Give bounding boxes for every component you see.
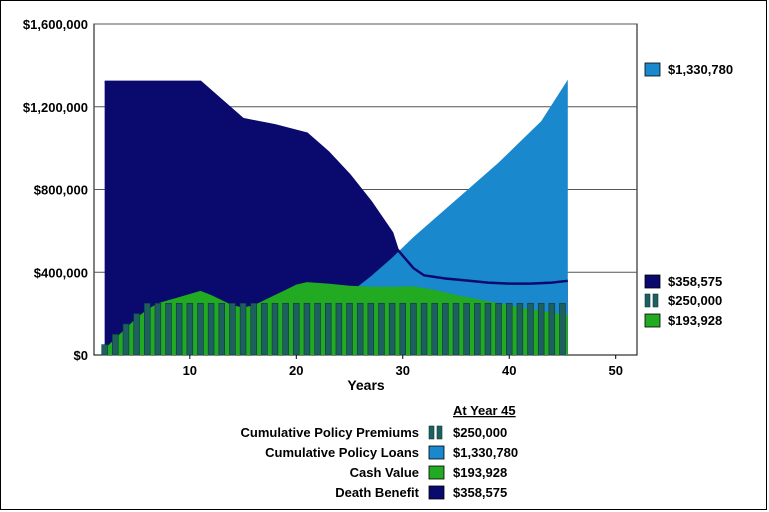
summary-swatch-premiums [428,425,443,440]
premium-bar-year-17 [261,302,268,356]
premium-bar-year-29 [388,302,396,356]
premium-bar-year-14 [229,302,236,356]
premium-bar-year-5 [133,313,140,356]
x-tick-label-2: 30 [396,363,410,378]
premium-bar-year-2 [101,344,108,356]
legend-value-premiums: $250,000 [668,293,722,308]
summary-value-policy-loans: $1,330,780 [453,445,518,460]
premium-bar-year-12 [207,302,215,356]
summary-label-premiums: Cumulative Policy Premiums [241,425,419,440]
summary-value-death-benefit: $358,575 [453,485,507,500]
legend-value-death-benefit: $358,575 [668,274,722,289]
axis-layer: $0 $400,000 $800,000 $1,200,000 $1,600,000 10… [23,17,623,378]
premium-bar-year-16 [250,302,257,356]
legend-swatch-policy-loans [644,62,661,77]
summary-value-cash-value: $193,928 [453,465,507,480]
premium-bar-year-8 [165,302,172,356]
premium-bar-year-39 [495,302,502,356]
premium-bar-year-20 [293,302,300,356]
summary-label-cash-value: Cash Value [350,465,419,480]
premium-bar-year-28 [378,302,385,356]
legend-swatch-cash-value [644,313,661,328]
legend-value-policy-loans: $1,330,780 [668,62,733,77]
legend-value-cash-value: $193,928 [668,313,722,328]
premium-bar-year-35 [452,302,460,356]
premium-bar-year-44 [548,302,556,356]
premium-bar-year-9 [175,302,183,356]
premium-bar-year-6 [144,302,151,356]
summary-swatch-policy-loans [428,445,445,460]
premium-bar-year-11 [197,302,204,356]
premium-bar-year-45 [559,302,566,356]
death-benefit-line [104,80,568,285]
premium-bar-year-41 [516,302,524,356]
premium-bar-year-18 [271,302,279,356]
legend-swatch-premiums [644,293,659,308]
premium-bar-year-37 [474,302,481,356]
premium-bar-year-10 [186,302,194,356]
summary-swatch-death-benefit [428,485,445,500]
x-tick-label-4: 50 [608,363,622,378]
summary-header: At Year 45 [453,403,516,418]
premium-bar-year-21 [303,302,311,356]
premium-bar-year-13 [218,302,225,356]
summary-swatch-cash-value [428,465,445,480]
premium-bar-year-19 [282,302,289,356]
premium-bar-year-40 [506,302,513,356]
premium-bar-year-23 [325,302,332,356]
premium-bar-year-34 [442,302,449,356]
series-layer [101,79,568,356]
premium-bar-year-3 [112,334,119,356]
premium-bar-year-26 [356,302,364,356]
premium-bar-year-30 [399,302,406,356]
x-tick-label-3: 40 [502,363,516,378]
y-tick-label-3: $1,200,000 [23,100,88,115]
premium-bar-year-22 [314,302,321,356]
premium-bar-year-7 [154,302,162,356]
premium-bar-year-32 [420,302,428,356]
x-tick-label-1: 20 [289,363,303,378]
x-axis-label: Years [347,377,385,393]
premium-bar-year-31 [410,302,417,356]
premium-bar-year-42 [527,302,534,356]
summary-label-policy-loans: Cumulative Policy Loans [265,445,419,460]
summary-table: At Year 45 Cumulative Policy Premiums $25… [241,403,519,500]
legend-swatch-death-benefit [644,274,661,289]
summary-label-death-benefit: Death Benefit [335,485,419,500]
premium-bar-year-43 [537,302,545,356]
premium-bar-year-27 [367,302,375,356]
y-tick-label-2: $800,000 [34,183,88,198]
premium-bar-year-25 [346,302,353,356]
y-tick-label-0: $0 [74,348,88,363]
premium-bar-year-4 [122,323,130,356]
premium-bar-year-38 [484,302,492,356]
y-tick-label-1: $400,000 [34,265,88,280]
premium-bar-year-15 [239,302,247,356]
premium-bar-year-33 [431,302,438,356]
summary-value-premiums: $250,000 [453,425,507,440]
y-tick-label-4: $1,600,000 [23,17,88,32]
x-tick-label-0: 10 [183,363,197,378]
legend-layer: $1,330,780 $358,575 $250,000 $193,928 [644,62,733,328]
policy-loans-area [104,79,568,355]
premium-bar-year-24 [335,302,343,356]
premium-bar-year-36 [463,302,470,356]
